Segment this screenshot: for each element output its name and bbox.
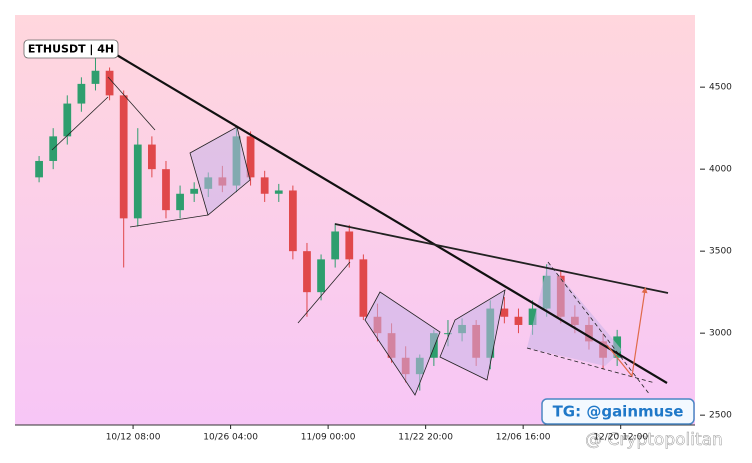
candle-body: [514, 316, 523, 325]
x-tick-label: 12/06 16:00: [496, 433, 551, 443]
candle-body: [35, 160, 43, 178]
candle-body: [63, 103, 72, 137]
candle-body: [345, 231, 354, 260]
watermark: @ Cryptopolitan: [585, 430, 723, 450]
candle-body: [105, 70, 114, 96]
pattern-shape: [527, 262, 622, 366]
y-tick-label: 2500: [709, 411, 732, 421]
pattern-line: [297, 261, 351, 324]
candle-body: [246, 136, 255, 178]
pattern-shape: [439, 289, 506, 381]
candle-body: [500, 308, 509, 317]
y-tick-label: 3000: [709, 329, 732, 339]
projection-arrow: [606, 287, 648, 378]
candle-body: [528, 308, 537, 325]
candle-body: [91, 70, 100, 84]
y-tick-label: 4000: [709, 165, 732, 175]
plot-background: [15, 15, 695, 425]
annotation-text: TG: @gainmuse: [553, 403, 684, 421]
candle-body: [162, 169, 170, 211]
pattern-drawings: [51, 76, 656, 396]
x-tick-label: 12/20 12:00: [593, 433, 648, 443]
pattern-line: [129, 214, 209, 228]
candle-body: [274, 190, 283, 194]
y-tick-label: 3500: [709, 247, 732, 257]
y-tick-label: 4500: [709, 83, 732, 93]
title-box: [23, 39, 119, 59]
candle-body: [303, 251, 311, 293]
candle-body: [133, 144, 142, 219]
candle-body: [331, 231, 340, 260]
x-tick-label: 10/26 04:00: [203, 433, 258, 443]
candle-body: [288, 190, 297, 252]
trend-line: [99, 44, 668, 384]
pattern-line: [526, 347, 656, 384]
candle-body: [148, 144, 156, 170]
pattern-line: [107, 76, 156, 131]
chart-title: ETHUSDT | 4H: [28, 43, 114, 56]
candle-body: [359, 259, 368, 317]
candle-body: [119, 95, 128, 219]
trend-line: [334, 223, 669, 294]
candle-body: [317, 259, 325, 293]
candle-body: [176, 193, 184, 211]
x-tick-label: 11/22 20:00: [398, 433, 453, 443]
candle-body: [444, 333, 452, 335]
pattern-line: [51, 96, 109, 151]
x-tick-label: 10/12 08:00: [106, 433, 161, 443]
pattern-shape: [364, 291, 441, 396]
pattern-shape: [189, 126, 251, 216]
x-tick-label: 11/09 00:00: [301, 433, 356, 443]
candle-body: [190, 188, 199, 194]
candle-body: [260, 177, 269, 194]
annotation-box: [541, 398, 695, 425]
candle-body: [77, 83, 86, 104]
